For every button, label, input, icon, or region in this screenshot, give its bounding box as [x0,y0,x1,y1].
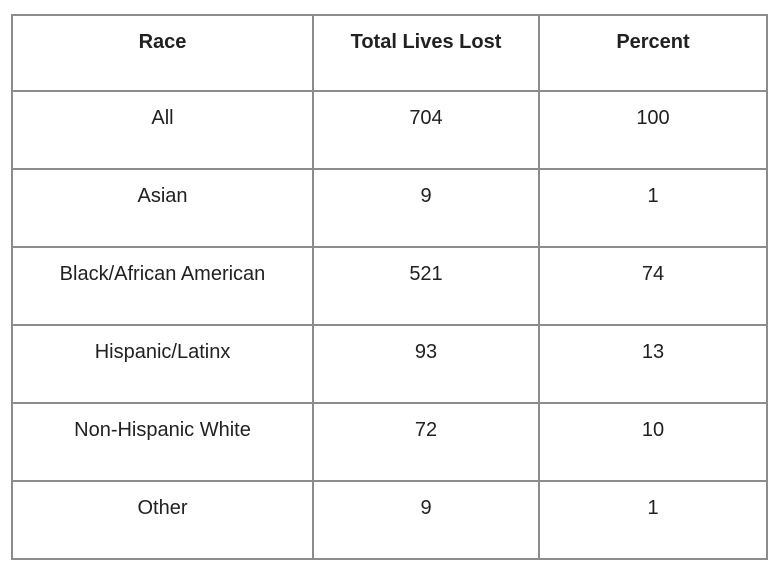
cell-race: Black/African American [11,246,314,326]
cell-total: 9 [312,168,540,248]
cell-percent: 13 [538,324,768,404]
cell-race: Non-Hispanic White [11,402,314,482]
cell-race: All [11,90,314,170]
table-row: Non-Hispanic White 72 10 [11,402,768,482]
table-row: Other 9 1 [11,480,768,560]
table-row: Hispanic/Latinx 93 13 [11,324,768,404]
cell-percent: 10 [538,402,768,482]
column-header-total-lives-lost: Total Lives Lost [312,14,540,92]
cell-percent: 74 [538,246,768,326]
table-row: Black/African American 521 74 [11,246,768,326]
table-header-row: Race Total Lives Lost Percent [11,14,768,92]
cell-total: 704 [312,90,540,170]
cell-total: 9 [312,480,540,560]
cell-total: 93 [312,324,540,404]
cell-total: 72 [312,402,540,482]
cell-percent: 100 [538,90,768,170]
race-lives-lost-table: Race Total Lives Lost Percent All 704 10… [11,14,768,560]
column-header-percent: Percent [538,14,768,92]
cell-percent: 1 [538,168,768,248]
cell-race: Hispanic/Latinx [11,324,314,404]
table-row: All 704 100 [11,90,768,170]
cell-total: 521 [312,246,540,326]
column-header-race: Race [11,14,314,92]
table-row: Asian 9 1 [11,168,768,248]
cell-percent: 1 [538,480,768,560]
cell-race: Asian [11,168,314,248]
cell-race: Other [11,480,314,560]
